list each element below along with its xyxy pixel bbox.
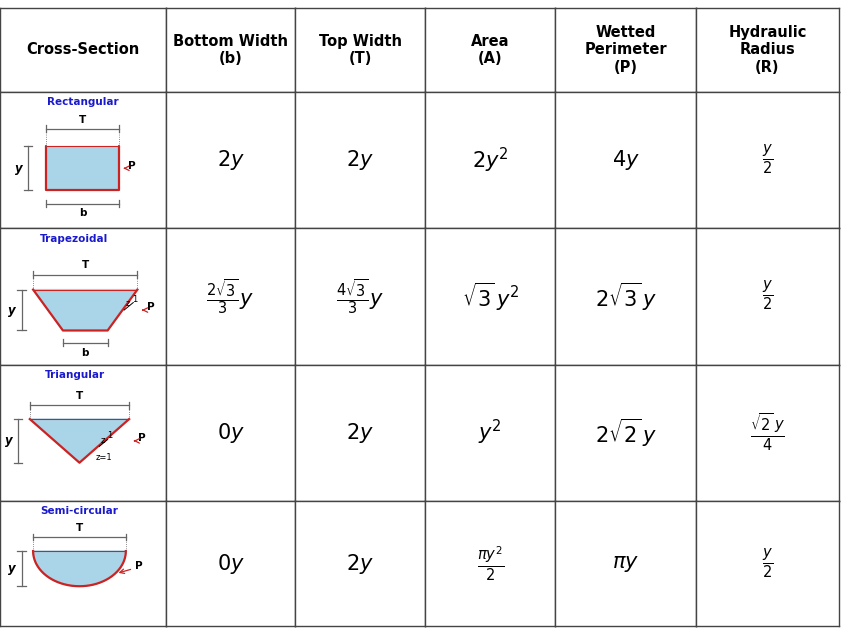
Text: $4y$: $4y$ [612, 148, 639, 172]
Text: y: y [8, 304, 16, 316]
Text: $2\sqrt{3}\,y$: $2\sqrt{3}\,y$ [594, 280, 657, 313]
Text: P: P [135, 561, 143, 571]
Text: Area
(A): Area (A) [471, 34, 509, 66]
Text: y: y [14, 162, 22, 175]
Text: T: T [76, 524, 83, 533]
Text: $0y$: $0y$ [216, 552, 245, 576]
Text: $2y$: $2y$ [216, 148, 245, 172]
Text: T: T [76, 391, 83, 401]
Text: Semi-circular: Semi-circular [41, 506, 118, 516]
Text: Triangular: Triangular [44, 370, 104, 380]
Text: Top Width
(T): Top Width (T) [319, 34, 402, 66]
Text: $\frac{y}{2}$: $\frac{y}{2}$ [762, 143, 773, 177]
Text: P: P [147, 302, 155, 313]
Text: 1: 1 [107, 431, 112, 440]
Text: $0y$: $0y$ [216, 421, 245, 444]
Text: $\frac{\pi y^2}{2}$: $\frac{\pi y^2}{2}$ [477, 545, 503, 583]
Text: P: P [138, 433, 146, 443]
Text: $\pi y$: $\pi y$ [612, 553, 639, 574]
Text: $\frac{\sqrt{2}\,y}{4}$: $\frac{\sqrt{2}\,y}{4}$ [750, 412, 785, 453]
Text: y: y [5, 434, 13, 448]
Text: $2\sqrt{2}\,y$: $2\sqrt{2}\,y$ [594, 417, 657, 449]
Text: $\frac{4\sqrt{3}}{3}y$: $\frac{4\sqrt{3}}{3}y$ [336, 277, 385, 316]
Text: $y^2$: $y^2$ [479, 418, 502, 448]
Text: b: b [79, 209, 87, 219]
Text: b: b [82, 347, 89, 358]
Text: $\sqrt{3}\,y^2$: $\sqrt{3}\,y^2$ [462, 280, 519, 313]
Text: T: T [82, 261, 89, 271]
Text: y: y [8, 562, 16, 575]
Polygon shape [33, 290, 138, 330]
Text: z: z [126, 299, 130, 308]
Text: $2y$: $2y$ [346, 148, 374, 172]
Text: $2y$: $2y$ [346, 552, 374, 576]
Text: $2y^2$: $2y^2$ [472, 145, 509, 175]
Text: z=1: z=1 [96, 453, 113, 462]
Bar [47, 146, 119, 190]
Text: T: T [79, 115, 87, 125]
Text: P: P [128, 160, 136, 171]
Polygon shape [30, 419, 129, 463]
Text: Rectangular: Rectangular [47, 98, 119, 107]
Text: $\frac{2\sqrt{3}}{3}y$: $\frac{2\sqrt{3}}{3}y$ [206, 277, 255, 316]
Text: Hydraulic
Radius
(R): Hydraulic Radius (R) [728, 25, 807, 75]
Text: $\frac{y}{2}$: $\frac{y}{2}$ [762, 280, 773, 313]
Text: Bottom Width
(b): Bottom Width (b) [173, 34, 288, 66]
Text: Cross-Section: Cross-Section [26, 42, 139, 57]
Text: $2y$: $2y$ [346, 421, 374, 444]
Text: Wetted
Perimeter
(P): Wetted Perimeter (P) [584, 25, 667, 75]
Text: 1: 1 [132, 295, 138, 304]
Polygon shape [33, 551, 126, 586]
Text: z: z [100, 436, 104, 445]
Text: Trapezoidal: Trapezoidal [41, 234, 109, 243]
Text: $\frac{y}{2}$: $\frac{y}{2}$ [762, 547, 773, 581]
